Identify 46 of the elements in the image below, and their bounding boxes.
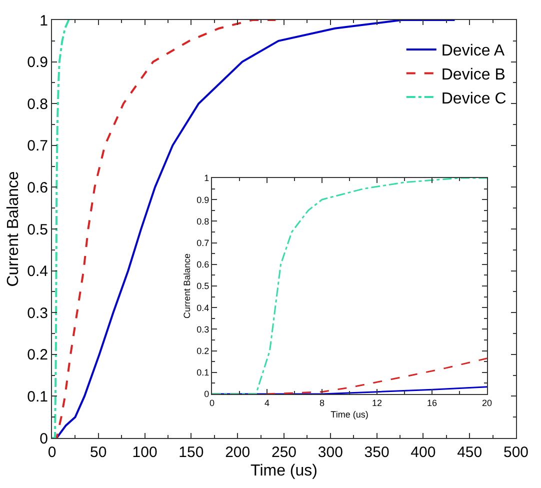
y-tick-label: 0 xyxy=(40,430,48,448)
y-tick-label: 0.1 xyxy=(196,368,210,378)
x-tick-label: 20 xyxy=(482,398,492,408)
y-axis-title: Current Balance xyxy=(182,253,192,319)
x-tick-label: 250 xyxy=(271,444,297,461)
line-series xyxy=(212,178,487,394)
y-tick-label: 0.6 xyxy=(27,179,48,196)
y-tick-label: 0.5 xyxy=(27,221,48,238)
x-tick-label: 400 xyxy=(410,444,436,461)
x-axis-title: Time (us) xyxy=(250,462,318,480)
y-tick-label: 0.2 xyxy=(27,346,48,364)
legend-label: Device A xyxy=(441,42,505,60)
x-tick-label: 300 xyxy=(318,444,343,461)
y-tick-label: 1 xyxy=(40,12,48,30)
y-tick-label: 0.4 xyxy=(196,302,210,313)
x-tick-label: 150 xyxy=(178,444,204,461)
y-tick-label: 0.2 xyxy=(196,346,210,356)
x-tick-label: 500 xyxy=(503,444,529,461)
x-tick-label: 16 xyxy=(426,398,438,408)
y-tick-label: 1 xyxy=(204,173,210,184)
x-tick-label: 350 xyxy=(364,444,390,461)
y-tick-label: 0.4 xyxy=(27,263,48,280)
x-tick-label: 12 xyxy=(372,398,382,408)
x-tick-label: 100 xyxy=(132,444,158,461)
y-tick-label: 0.7 xyxy=(196,238,210,248)
y-tick-label: 0.3 xyxy=(196,324,210,334)
y-tick-label: 0 xyxy=(204,389,210,400)
y-tick-label: 0.8 xyxy=(27,96,48,113)
x-tick-label: 200 xyxy=(225,444,250,461)
y-tick-label: 0.1 xyxy=(27,388,48,406)
legend-label: Device C xyxy=(441,90,506,108)
x-tick-label: 8 xyxy=(319,398,325,408)
y-tick-label: 0.3 xyxy=(27,304,48,322)
y-tick-label: 0.5 xyxy=(196,281,210,292)
y-axis-title: Current Balance xyxy=(5,171,22,287)
x-axis-title: Time (us) xyxy=(330,410,368,420)
y-tick-label: 0.9 xyxy=(27,54,48,72)
x-tick-label: 4 xyxy=(264,398,270,408)
y-tick-label: 0.7 xyxy=(27,138,48,155)
line-series xyxy=(52,20,72,438)
y-tick-label: 0.6 xyxy=(196,260,210,270)
x-tick-label: 50 xyxy=(90,444,107,461)
y-tick-label: 0.8 xyxy=(196,216,210,226)
y-tick-label: 0.9 xyxy=(196,194,210,205)
legend-label: Device B xyxy=(441,66,506,84)
x-tick-label: 450 xyxy=(457,444,482,461)
